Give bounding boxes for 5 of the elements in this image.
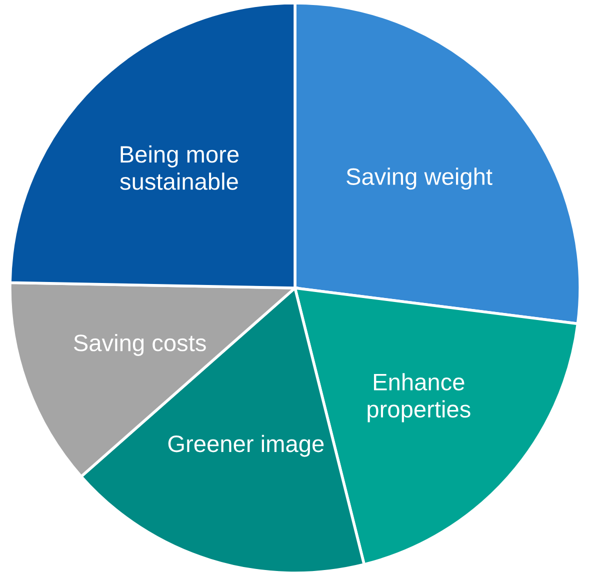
slice-label: Being more sustainable <box>120 145 239 190</box>
slice-label: Saving weight <box>346 168 492 190</box>
slice-label: Enhance properties <box>368 373 470 422</box>
slice-label: Saving costs <box>74 334 206 356</box>
slice-label: Greener image <box>168 434 324 457</box>
